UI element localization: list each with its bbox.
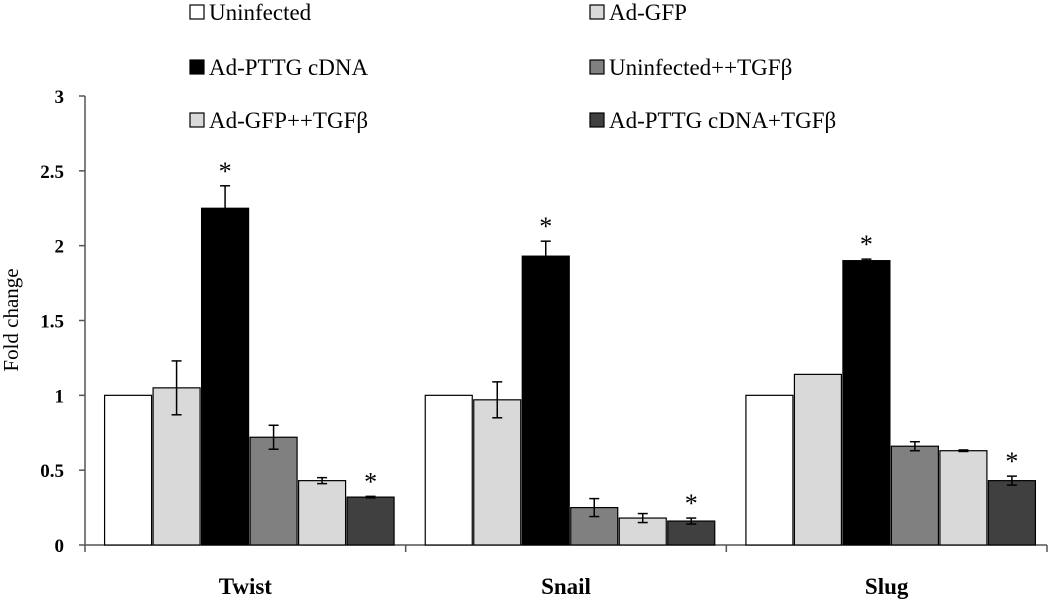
legend-swatch — [189, 59, 205, 75]
y-tick-label: 0 — [55, 536, 65, 557]
bar-uninfected-tgf--slug — [890, 445, 940, 546]
x-category-label: Snail — [541, 574, 591, 599]
legend-swatch — [589, 112, 605, 128]
legend-label: Uninfected — [209, 0, 312, 25]
x-category-label: Twist — [219, 574, 273, 599]
bar-ad-pttg-cdna-tgf--slug — [987, 480, 1037, 546]
bar-uninfected-snail — [424, 394, 473, 546]
bar-ad-gfp-tgf--slug — [939, 450, 988, 546]
y-tick-label: 2 — [55, 237, 65, 258]
bar-ad-gfp-snail — [473, 399, 522, 546]
bar-uninfected-twist — [103, 394, 153, 546]
bar-ad-gfp-slug — [793, 373, 843, 546]
significance-star: * — [364, 467, 377, 496]
bar-ad-pttg-cdna-slug — [842, 260, 891, 546]
bar-ad-pttg-cdna-snail — [521, 255, 570, 546]
legend-swatch — [189, 112, 205, 128]
legend-label: Ad-PTTG cDNA+TGFβ — [609, 108, 836, 133]
x-category-label: Slug — [865, 574, 909, 599]
bars: * * * * * * — [103, 157, 1037, 546]
significance-star: * — [1005, 447, 1018, 476]
y-tick-label: 3 — [55, 87, 65, 108]
bar-ad-gfp-tgf--twist — [297, 480, 347, 546]
bar-ad-pttg-cdna-tgf--twist — [346, 496, 395, 546]
significance-star: * — [539, 212, 552, 241]
legend-label: Ad-GFP++TGFβ — [209, 108, 368, 133]
bar-uninfected-slug — [745, 394, 794, 546]
y-axis-title: Fold change — [0, 268, 23, 371]
significance-star: * — [860, 230, 873, 259]
legend-label: Ad-GFP — [609, 0, 687, 25]
y-tick-label: 1 — [55, 386, 65, 407]
legend: Uninfected Ad-GFP Ad-PTTG cDNA Uninfected++… — [189, 0, 836, 133]
y-tick-label: 2.5 — [40, 162, 64, 183]
legend-label: Ad-PTTG cDNA — [209, 55, 368, 80]
legend-swatch — [589, 59, 605, 75]
y-tick-label: 0.5 — [40, 461, 64, 482]
significance-star: * — [219, 157, 232, 186]
y-tick-label: 1.5 — [40, 312, 64, 333]
bar-uninfected-tgf--twist — [249, 436, 298, 546]
bar-ad-pttg-cdna-twist — [200, 207, 250, 546]
legend-swatch — [589, 4, 605, 20]
legend-swatch — [189, 4, 205, 20]
legend-label: Uninfected++TGFβ — [609, 55, 792, 80]
significance-star: * — [685, 489, 698, 518]
